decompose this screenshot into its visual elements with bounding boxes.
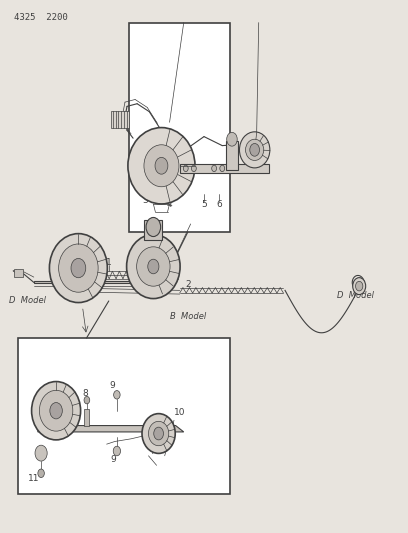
Text: 9: 9 [109, 381, 115, 390]
Ellipse shape [142, 414, 175, 454]
Text: 10: 10 [174, 408, 186, 417]
Circle shape [155, 157, 168, 174]
Circle shape [220, 165, 225, 172]
Circle shape [227, 132, 237, 146]
Bar [111, 111, 129, 127]
Circle shape [148, 259, 159, 274]
Text: 6: 6 [217, 200, 222, 209]
Circle shape [71, 259, 86, 278]
Bar [144, 220, 162, 240]
Circle shape [146, 217, 161, 237]
Ellipse shape [128, 127, 195, 204]
Circle shape [355, 281, 363, 291]
Ellipse shape [126, 235, 180, 298]
Bar [180, 164, 269, 173]
Text: 4: 4 [167, 200, 172, 209]
Text: 11: 11 [28, 474, 40, 483]
Circle shape [183, 165, 188, 172]
Circle shape [38, 469, 44, 478]
Bar [226, 141, 237, 170]
Ellipse shape [239, 132, 270, 168]
Circle shape [353, 278, 366, 295]
Circle shape [35, 445, 47, 461]
Circle shape [114, 391, 120, 399]
Text: 4325  2200: 4325 2200 [13, 13, 67, 22]
Text: 5: 5 [201, 200, 207, 209]
Circle shape [154, 427, 164, 440]
Circle shape [50, 402, 62, 419]
Ellipse shape [40, 390, 73, 431]
Ellipse shape [31, 382, 81, 440]
Circle shape [191, 165, 196, 172]
Polygon shape [34, 281, 147, 284]
Text: 3: 3 [142, 196, 148, 205]
Text: 9: 9 [110, 455, 116, 464]
Circle shape [113, 446, 120, 456]
Ellipse shape [246, 139, 264, 160]
Text: 2: 2 [185, 280, 191, 289]
Bar [84, 409, 89, 425]
Text: B  Model: B Model [170, 312, 206, 321]
Ellipse shape [59, 244, 98, 292]
Ellipse shape [137, 247, 170, 286]
Text: 1: 1 [106, 259, 112, 267]
Bar [14, 269, 23, 277]
Ellipse shape [144, 145, 179, 187]
Circle shape [212, 165, 217, 172]
Circle shape [84, 397, 90, 404]
Text: D  Model: D Model [337, 291, 375, 300]
Circle shape [250, 143, 259, 156]
Text: D  Model: D Model [9, 296, 46, 305]
Ellipse shape [149, 421, 169, 446]
Bar [129, 22, 231, 232]
Text: 8: 8 [83, 389, 89, 398]
Text: 7: 7 [42, 386, 48, 395]
Polygon shape [38, 425, 184, 432]
Ellipse shape [49, 233, 107, 303]
Bar [18, 338, 231, 495]
